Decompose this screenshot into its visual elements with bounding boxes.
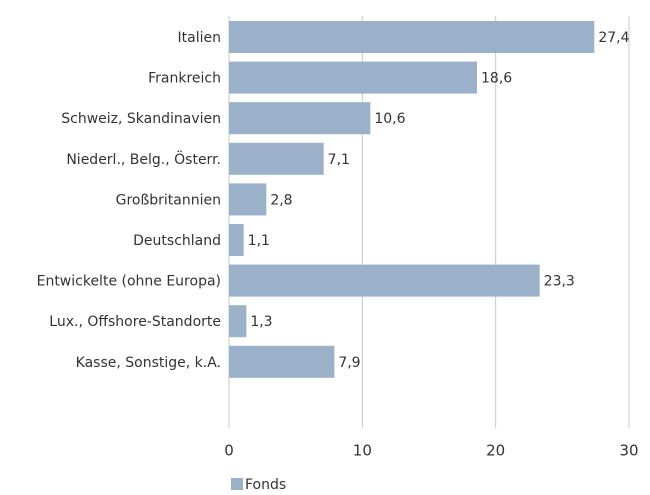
bar [229, 264, 540, 297]
data-label: 27,4 [598, 30, 629, 46]
bar [229, 183, 267, 216]
data-label: 1,1 [248, 233, 270, 249]
legend-swatch [231, 478, 243, 490]
y-tick-label: Niederl., Belg., Österr. [66, 150, 221, 168]
bar [229, 61, 477, 94]
legend-label: Fonds [245, 477, 286, 493]
data-label: 7,9 [338, 355, 360, 371]
y-tick-label: Deutschland [133, 233, 221, 249]
y-tick-label: Kasse, Sonstige, k.A. [76, 355, 221, 371]
bar [229, 305, 247, 338]
data-label: 7,1 [328, 152, 350, 168]
y-tick-label: Frankreich [148, 71, 221, 87]
x-tick-label: 20 [486, 442, 505, 460]
y-tick-label: Entwickelte (ohne Europa) [37, 274, 221, 290]
bar [229, 224, 244, 256]
data-label: 10,6 [374, 111, 405, 127]
y-tick-label: Lux., Offshore-Standorte [49, 314, 221, 330]
y-tick-label: Schweiz, Skandinavien [61, 111, 221, 127]
y-tick-label: Großbritannien [116, 192, 221, 208]
bar [229, 142, 324, 175]
bar [229, 102, 371, 135]
data-label: 2,8 [270, 192, 292, 208]
data-label: 23,3 [544, 274, 575, 290]
x-tick-label: 30 [619, 442, 638, 460]
data-label: 1,3 [250, 314, 272, 330]
bar [229, 21, 595, 53]
x-tick-label: 0 [224, 442, 234, 460]
y-tick-label: Italien [178, 30, 221, 46]
bar [229, 345, 335, 378]
data-label: 18,6 [481, 71, 512, 87]
x-tick-label: 10 [353, 442, 372, 460]
